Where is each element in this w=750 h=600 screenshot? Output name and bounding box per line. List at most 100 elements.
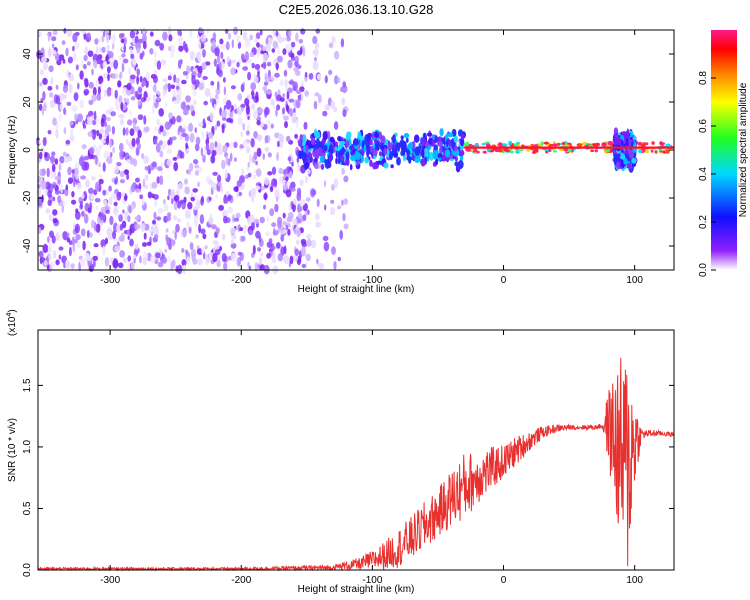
spectrogram-cell xyxy=(125,138,129,145)
spectrogram-cell xyxy=(264,88,267,94)
spectrogram-cell xyxy=(285,224,289,231)
spectrogram-cell xyxy=(221,253,227,263)
spectrogram-cell xyxy=(41,55,47,64)
spectrogram-cell xyxy=(345,139,350,148)
spectrogram-cell xyxy=(299,199,306,206)
spectrogram-cell xyxy=(291,161,294,167)
spectrogram-cell xyxy=(433,144,438,151)
spectrogram-cell xyxy=(48,249,52,254)
spectrogram-cell xyxy=(136,75,140,85)
spectrogram-cell xyxy=(328,144,334,154)
spectrogram-cell xyxy=(288,80,295,85)
spectrogram-cell xyxy=(323,180,327,188)
spectrogram-cell xyxy=(339,140,346,145)
spectrogram-cell xyxy=(162,78,168,83)
spectrogram-cell xyxy=(231,39,234,49)
spectrogram-cell xyxy=(618,158,622,163)
spectrogram-cell xyxy=(200,197,204,206)
spectrogram-cell xyxy=(308,72,314,80)
spectrogram-cell xyxy=(99,212,105,221)
spectrogram-cell xyxy=(217,174,222,183)
spectrogram-cell xyxy=(266,241,273,248)
spectrogram-cell xyxy=(460,133,465,141)
spectrogram-cell xyxy=(219,38,224,45)
spectrogram-cell xyxy=(66,101,72,106)
spectrogram-cell xyxy=(162,129,167,137)
spectrogram-cell xyxy=(246,166,250,172)
spectrogram-cell xyxy=(152,94,157,104)
spectrogram-cell xyxy=(260,252,264,257)
spectrogram-cell xyxy=(174,202,178,211)
spectrogram-cell xyxy=(284,121,288,129)
spectrogram-cell xyxy=(247,71,252,81)
spectrogram-cell xyxy=(311,189,317,196)
spectrogram-cell xyxy=(142,242,147,247)
spectrogram-cell xyxy=(66,260,71,270)
spectrogram-cell xyxy=(204,87,211,98)
spectrogram-cell xyxy=(83,63,87,70)
spectrogram-cell xyxy=(242,31,248,41)
spectrogram-cell xyxy=(614,136,620,142)
spectrogram-cell xyxy=(340,38,345,48)
spectrogram-cell xyxy=(304,210,308,216)
spectrogram-cell xyxy=(215,88,221,95)
spectrogram-cell xyxy=(373,139,378,144)
spectrogram-cell xyxy=(75,174,80,180)
spectrogram-cell xyxy=(310,137,315,146)
spectrogram-cell xyxy=(403,132,410,139)
spectrogram-cell xyxy=(286,36,291,42)
spectrogram-cell xyxy=(52,184,57,189)
spectrogram-cell xyxy=(340,148,346,154)
spectrogram-cell xyxy=(301,152,307,162)
spectrogram-cell xyxy=(216,147,223,156)
spectrogram-cell xyxy=(299,179,304,187)
spectrogram-cell xyxy=(444,149,451,158)
spectrogram-cell xyxy=(130,184,136,193)
spectrogram-cell xyxy=(212,32,217,40)
spectrogram-cell xyxy=(172,156,178,161)
spectrogram-cell xyxy=(105,209,110,214)
spectrogram-cell xyxy=(91,219,95,229)
spectrogram-cell xyxy=(305,175,308,183)
spectrogram-cell xyxy=(339,229,344,240)
spectrogram-cell xyxy=(337,256,341,262)
spectrogram-cell xyxy=(134,223,141,230)
spectrogram-cell xyxy=(343,223,349,230)
spectrogram-cell xyxy=(248,265,252,270)
spectrogram-cell xyxy=(66,237,71,243)
spectrogram-cell xyxy=(154,39,161,47)
spectrogram-cell xyxy=(156,118,160,125)
spectrogram-cell xyxy=(238,191,243,197)
spectrogram-cell xyxy=(223,262,228,271)
spectrogram-cell xyxy=(437,140,443,147)
spectrogram-cell xyxy=(364,157,370,164)
spectrogram-cell xyxy=(167,75,172,81)
spectrogram-cell xyxy=(150,255,156,264)
spectrogram-cell xyxy=(198,27,205,34)
spectrogram-cell xyxy=(122,257,128,264)
spectrogram-cell xyxy=(38,103,43,111)
x-tick-label: -100 xyxy=(362,575,382,586)
spectrogram-cell xyxy=(185,95,192,103)
spectrogram-cell xyxy=(181,151,185,159)
spectrogram-cell xyxy=(96,252,99,258)
spectrogram-cell xyxy=(88,187,94,194)
spectrogram-cell xyxy=(324,159,331,169)
spectrogram-cell xyxy=(651,141,655,145)
spectrogram-cell xyxy=(69,120,74,126)
spectrogram-cell xyxy=(223,215,228,224)
spectrogram-cell xyxy=(223,195,227,204)
spectrogram-cell xyxy=(282,184,288,191)
spectrogram-cell xyxy=(136,47,141,54)
spectrogram-cell xyxy=(220,43,226,51)
spectrogram-cell xyxy=(296,156,300,163)
spectrogram-cell xyxy=(193,217,198,227)
spectrogram-cell xyxy=(454,161,459,167)
spectrogram-cell xyxy=(159,42,165,51)
spectrogram-cell xyxy=(250,187,257,195)
spectrogram-cell xyxy=(77,82,80,90)
spectrogram-cell xyxy=(122,58,129,64)
spectrogram-cell xyxy=(60,183,63,194)
spectrogram-cell xyxy=(289,108,293,117)
spectrogram-cell xyxy=(128,205,132,214)
